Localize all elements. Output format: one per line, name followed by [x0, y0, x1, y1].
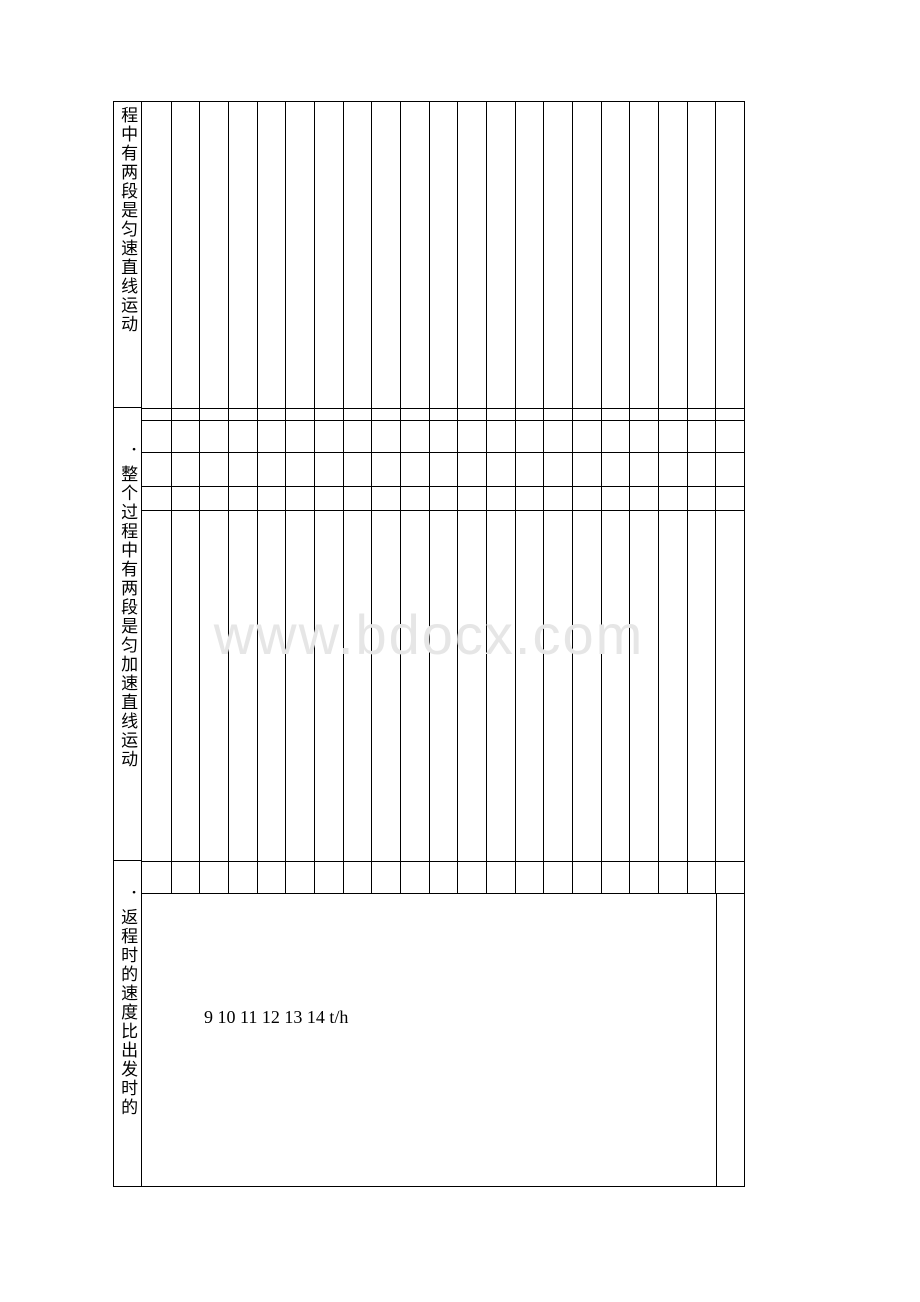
grid-vline: [658, 102, 659, 893]
grid-vline: [486, 102, 487, 893]
row-3-cell: ．返程时的速度比出发时的: [114, 861, 141, 1186]
grid-hline: [142, 861, 744, 862]
grid-vline: [572, 102, 573, 893]
grid-hline: [142, 452, 744, 453]
grid-vline: [199, 102, 200, 893]
document-page: 程中有两段是匀速直线运动 ．整个过程中有两段是匀加速直线运动 ．返程时的速度比出…: [113, 101, 745, 1187]
grid-vline: [228, 102, 229, 893]
grid-vline: [543, 102, 544, 893]
grid-hline: [142, 893, 744, 894]
row-2-text: ．整个过程中有两段是匀加速直线运动: [117, 446, 138, 769]
grid-vline: [343, 102, 344, 893]
row-2-cell: ．整个过程中有两段是匀加速直线运动: [114, 408, 141, 861]
grid-vline: [601, 102, 602, 893]
row-1-text: 程中有两段是匀速直线运动: [117, 106, 138, 334]
grid-vline: [257, 102, 258, 893]
row-1-cell: 程中有两段是匀速直线运动: [114, 102, 141, 408]
grid-vline: [629, 102, 630, 893]
grid-vline: [457, 102, 458, 893]
grid-hline: [142, 420, 744, 421]
grid-vline: [429, 102, 430, 893]
grid-hline: [142, 510, 744, 511]
grid-hline: [142, 486, 744, 487]
grid-vline: [285, 102, 286, 893]
grid-vline: [171, 102, 172, 893]
grid-vline: [400, 102, 401, 893]
grid-hline: [142, 408, 744, 409]
row-3-text: ．返程时的速度比出发时的: [117, 889, 138, 1117]
grid-vline: [515, 102, 516, 893]
grid-vline: [716, 893, 717, 1186]
row-label-column: 程中有两段是匀速直线运动 ．整个过程中有两段是匀加速直线运动 ．返程时的速度比出…: [114, 102, 142, 1186]
axis-label: 9 10 11 12 13 14 t/h: [204, 1007, 348, 1028]
grid-vline: [314, 102, 315, 893]
grid-vline: [687, 102, 688, 893]
grid-vline: [371, 102, 372, 893]
grid-vline: [715, 102, 716, 893]
